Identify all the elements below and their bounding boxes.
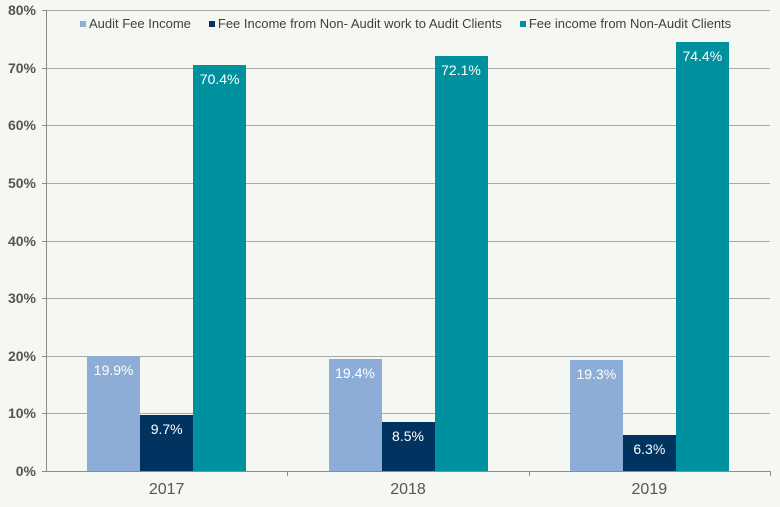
y-tick-label: 50%: [7, 174, 36, 191]
y-tick-mark: [42, 10, 47, 11]
gridline: [46, 182, 770, 184]
y-tick-mark: [42, 125, 47, 127]
gridline: [46, 240, 770, 242]
gridline: [46, 413, 770, 415]
x-tick-mark: [528, 471, 530, 476]
y-tick-label: 0%: [15, 463, 36, 479]
bar: 6.3%: [622, 434, 676, 471]
data-label: 70.4%: [199, 71, 240, 88]
bar: 70.4%: [193, 65, 247, 471]
y-tick-label: 80%: [7, 2, 36, 18]
legend-label: Audit Fee Income: [89, 16, 191, 31]
gridline: [46, 355, 770, 357]
data-label: 6.3%: [633, 440, 666, 457]
legend-swatch-icon: [208, 20, 215, 27]
bar: 72.1%: [434, 55, 488, 471]
data-label: 8.5%: [392, 428, 424, 445]
y-tick-mark: [42, 298, 47, 300]
legend-label: Fee Income from Non- Audit work to Audit…: [217, 16, 502, 31]
legend-item: Audit Fee Income: [80, 16, 191, 31]
x-tick-label: 2018: [390, 481, 426, 498]
y-tick-label: 40%: [7, 232, 36, 249]
x-tick-label: 2017: [148, 481, 185, 498]
bar: 74.4%: [675, 42, 729, 471]
y-tick-label: 10%: [7, 405, 36, 422]
gridline: [46, 125, 770, 127]
x-tick-mark: [287, 471, 289, 476]
legend-swatch-icon: [80, 20, 86, 27]
y-tick-mark: [42, 67, 47, 69]
bar: 19.4%: [328, 359, 382, 471]
legend: Audit Fee Income Fee Income from Non- Aud…: [80, 16, 731, 31]
data-label: 19.3%: [576, 365, 617, 382]
gridline: [46, 10, 770, 11]
y-tick-mark: [42, 355, 47, 357]
y-axis-line: [46, 10, 47, 471]
data-label: 19.4%: [335, 365, 375, 382]
y-tick-mark: [42, 182, 47, 184]
bar: 9.7%: [140, 415, 194, 471]
y-tick-label: 20%: [7, 347, 36, 364]
y-tick-label: 70%: [7, 59, 36, 76]
y-tick-mark: [42, 413, 47, 415]
data-label: 72.1%: [441, 61, 481, 78]
x-axis-line: [46, 471, 770, 472]
data-label: 19.9%: [93, 362, 134, 379]
bar: 8.5%: [381, 422, 435, 471]
y-tick-label: 30%: [7, 290, 36, 307]
y-tick-mark: [42, 471, 47, 472]
y-tick-mark: [42, 240, 47, 242]
x-tick-mark: [770, 471, 771, 476]
bar: 19.9%: [87, 356, 141, 471]
bar: 19.3%: [569, 359, 623, 471]
legend-label: Fee income from Non-Audit Clients: [528, 16, 732, 31]
data-label: 74.4%: [682, 48, 723, 65]
gridline: [46, 298, 770, 300]
legend-swatch-icon: [519, 20, 526, 27]
data-label: 9.7%: [150, 421, 183, 438]
gridline: [46, 67, 770, 69]
legend-item: Fee Income from Non- Audit work to Audit…: [208, 16, 502, 31]
legend-item: Fee income from Non-Audit Clients: [519, 16, 732, 31]
y-tick-label: 60%: [7, 117, 36, 134]
x-tick-label: 2019: [631, 481, 668, 498]
